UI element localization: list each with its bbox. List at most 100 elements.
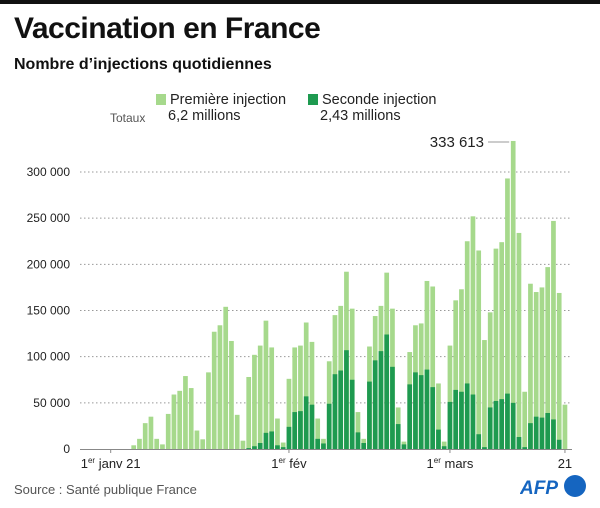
y-tick-label: 250 000 (27, 211, 71, 225)
bar-first-injection (482, 340, 487, 449)
y-tick-label: 0 (63, 442, 70, 456)
bar-first-injection (315, 418, 321, 449)
bar-first-injection (234, 414, 240, 449)
y-tick-label: 200 000 (27, 257, 71, 271)
bar-first-injection (487, 312, 493, 449)
bar-second-injection (280, 447, 286, 449)
bar-first-injection (131, 445, 137, 449)
bar-second-injection (315, 438, 321, 449)
chart-title: Vaccination en France (14, 12, 321, 45)
bar-first-injection (154, 438, 160, 449)
bar-first-injection (562, 404, 568, 449)
y-tick-label: 150 000 (27, 304, 71, 318)
x-tick-label: 1er janv 21 (81, 456, 141, 471)
bar-second-injection (441, 446, 447, 449)
bar-first-injection (298, 345, 303, 449)
bar-first-injection (476, 250, 482, 449)
bar-second-injection (355, 432, 361, 449)
bar-first-injection (263, 320, 269, 449)
bar-first-injection (430, 286, 436, 449)
bar-first-injection (522, 391, 528, 449)
bar-first-injection (528, 283, 533, 449)
bar-first-injection (269, 347, 275, 449)
legend-second-total: 2,43 millions (320, 108, 401, 124)
bar-first-injection (177, 390, 183, 449)
bar-first-injection (464, 241, 470, 449)
bar-first-injection (165, 413, 171, 449)
bar-first-injection (349, 308, 355, 449)
bar-second-injection (401, 444, 407, 449)
bar-first-injection (246, 376, 252, 449)
bar-second-injection (269, 431, 275, 449)
chart-subtitle: Nombre d’injections quotidiennes (14, 56, 272, 73)
bar-second-injection (551, 419, 556, 449)
bar-second-injection (459, 391, 464, 449)
bar-first-injection (355, 412, 361, 449)
bar-first-injection (436, 383, 441, 449)
bar-second-injection (367, 381, 372, 449)
bar-second-injection (263, 432, 269, 449)
bar-second-injection (395, 424, 401, 449)
bar-first-injection (171, 394, 177, 449)
bar-second-injection (326, 403, 332, 449)
bar-second-injection (321, 443, 326, 449)
bar-first-injection (223, 306, 229, 449)
bar-first-injection (447, 345, 453, 449)
bar-first-injection (194, 430, 200, 449)
x-tick-label: 1er fév (271, 456, 307, 471)
bar-second-injection (275, 445, 280, 449)
legend-first-label: Première injection (170, 92, 287, 108)
y-tick-label: 300 000 (27, 165, 71, 179)
totals-label: Totaux (110, 111, 146, 125)
bar-second-injection (378, 351, 384, 449)
bar-first-injection (148, 416, 154, 449)
legend-first: Première injection (156, 92, 286, 108)
bar-first-injection (539, 287, 545, 449)
bar-first-injection (183, 376, 188, 449)
bar-second-injection (407, 384, 413, 449)
bar-first-injection (206, 372, 211, 449)
bar-first-injection (516, 232, 522, 449)
bar-first-injection (551, 220, 556, 449)
legend-first-total: 6,2 millions (168, 108, 241, 124)
bar-second-injection (303, 396, 309, 449)
bar-first-injection (229, 340, 234, 449)
legend-swatch-second (308, 94, 318, 105)
bar-first-injection (303, 322, 309, 449)
bar-first-injection (240, 440, 246, 449)
bar-second-injection (556, 439, 562, 449)
bar-first-injection (217, 325, 223, 449)
top-rule (0, 0, 600, 4)
bar-second-injection (286, 426, 292, 449)
bar-first-injection (142, 423, 148, 449)
bar-first-injection (200, 439, 206, 449)
legend-second-label: Seconde injection (322, 92, 437, 108)
bar-first-injection (441, 441, 447, 449)
bar-second-injection (257, 442, 263, 449)
y-tick-label: 100 000 (27, 350, 71, 364)
bar-first-injection (545, 267, 551, 449)
bar-second-injection (361, 442, 367, 449)
y-tick-label: 50 000 (33, 396, 70, 410)
bar-first-injection (160, 444, 165, 449)
legend-swatch-first (156, 94, 166, 105)
bar-second-injection (292, 412, 298, 449)
bar-second-injection (418, 375, 424, 449)
bar-second-injection (338, 370, 344, 449)
bar-first-injection (493, 248, 499, 449)
afp-logo: AFP (519, 474, 590, 505)
bar-second-injection (539, 417, 545, 449)
bar-second-injection (413, 372, 418, 449)
bar-second-injection (424, 369, 430, 449)
bar-first-injection (257, 345, 263, 449)
bar-first-injection (280, 442, 286, 449)
bar-first-injection (252, 354, 257, 449)
bar-second-injection (436, 429, 441, 449)
bar-first-injection (286, 378, 292, 449)
svg-text:AFP: AFP (520, 478, 558, 499)
bar-second-injection (487, 407, 493, 449)
bar-first-injection (309, 341, 315, 449)
bar-first-injection (137, 438, 142, 449)
x-tick-label: 1er mars (427, 456, 474, 471)
